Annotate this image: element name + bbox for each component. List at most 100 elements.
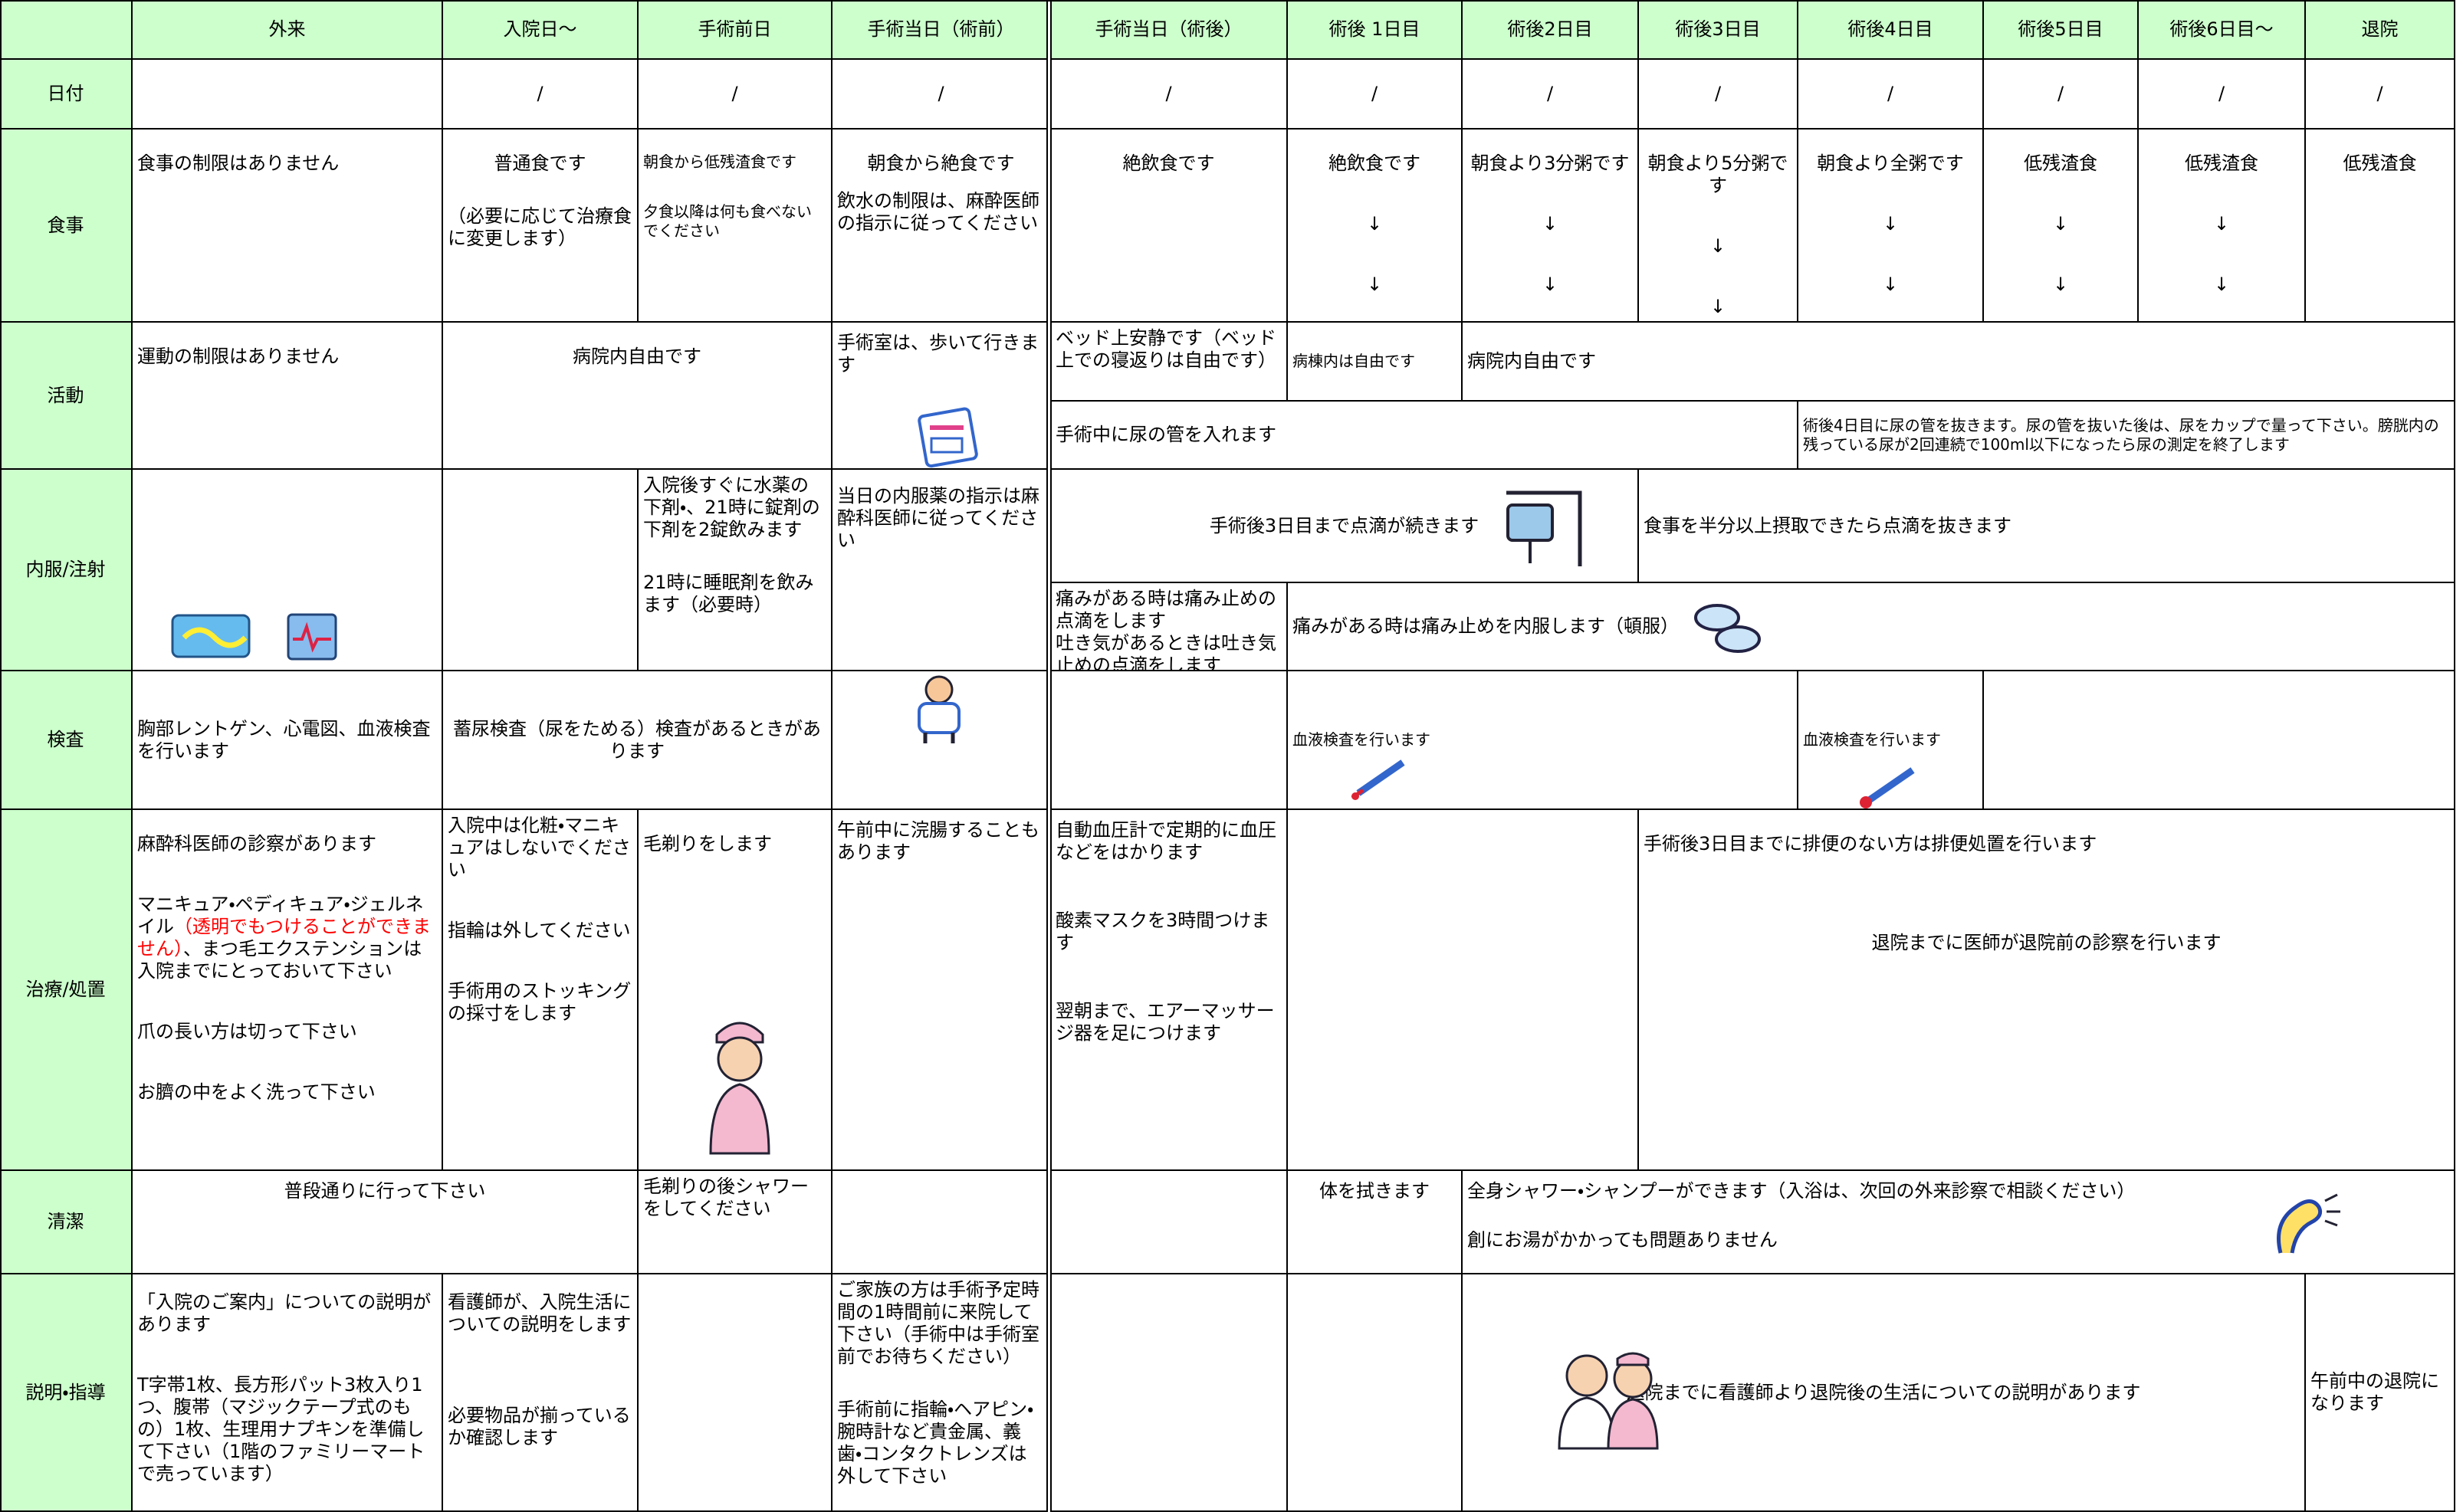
schedule-cell: / bbox=[1288, 60, 1463, 130]
schedule-cell: 手術後3日目までに排便のない方は排便処置を行います退院までに医師が退院前の診察を… bbox=[1639, 810, 2455, 1171]
paragraph: 夕食以降は何も食べないでください bbox=[643, 202, 812, 240]
paragraph: 朝食から低残渣食です bbox=[643, 153, 796, 171]
schedule-cell: / bbox=[1463, 60, 1639, 130]
schedule-cell: 看護師が、入院生活についての説明をします 必要物品が揃っているか確認します bbox=[443, 1274, 639, 1512]
schedule-cell: 自動血圧計で定期的に血圧などをはかります 酸素マスクを3時間つけます 翌朝まで、エア… bbox=[1051, 810, 1288, 1171]
empty-cell bbox=[832, 1171, 1051, 1274]
schedule-cell: / bbox=[2139, 60, 2306, 130]
paragraph: ↓ bbox=[2213, 213, 2230, 235]
pills-icon bbox=[1694, 604, 1761, 653]
schedule-cell: 普通食です （必要に応じて治療食に変更します） bbox=[443, 130, 639, 323]
paragraph: ↓ bbox=[1366, 274, 1383, 295]
schedule-cell: 朝食より5分粥です ↓ ↓ bbox=[1639, 130, 1798, 323]
paragraph: 麻酔科医師の診察があります bbox=[137, 833, 376, 854]
paragraph: ↓ bbox=[2213, 274, 2230, 295]
paragraph: 手術前に指輪・ヘアピン・腕時計など貴金属、義歯・コンタクトレンズは外して下さい bbox=[837, 1399, 1034, 1487]
paragraph: T字帯1枚、長方形パット3枚入り1つ、腹帯（マジックテープ式のもの）1枚、生理用… bbox=[137, 1374, 425, 1484]
schedule-cell: 絶飲食です ↓ ↓ bbox=[1288, 130, 1463, 323]
schedule-cell: 朝食から低残渣食です夕食以降は何も食べないでください bbox=[639, 130, 832, 323]
schedule-cell: 術後4日目に尿の管を抜きます。尿の管を抜いた後は、尿をカップで量って下さい。膀胱… bbox=[1798, 402, 2455, 470]
drip-icon bbox=[1506, 490, 1582, 566]
paragraph: 酸素マスクを3時間つけます bbox=[1056, 910, 1270, 953]
medicine-icon bbox=[918, 407, 978, 468]
empty-cell bbox=[1051, 1274, 1288, 1512]
paragraph: （必要に応じて治療食に変更します） bbox=[448, 205, 632, 249]
paragraph: 自動血圧計で定期的に血圧などをはかります bbox=[1056, 819, 1276, 863]
paragraph: 朝食より全粥です bbox=[1817, 153, 1964, 174]
paragraph: ↓ bbox=[2052, 213, 2069, 235]
double-rule bbox=[1046, 0, 1052, 1512]
paragraph: 吐き気があるときは吐き気止めの点滴をします bbox=[1056, 632, 1276, 671]
empty-cell bbox=[133, 60, 443, 130]
paragraph: 低残渣食 bbox=[2024, 153, 2097, 174]
row-label: 説明・指導 bbox=[0, 1274, 133, 1512]
paragraph: 指輪は外してください bbox=[448, 920, 631, 941]
empty-cell bbox=[133, 470, 443, 671]
paragraph: 退院までに医師が退院前の診察を行います bbox=[1871, 932, 2222, 953]
schedule-cell: 病棟内は自由です bbox=[1288, 323, 1463, 402]
paragraph: 爪の長い方は切って下さい bbox=[137, 1021, 357, 1042]
schedule-cell: 低残渣食 ↓ ↓ bbox=[2139, 130, 2306, 323]
schedule-cell: 体を拭きます bbox=[1288, 1171, 1463, 1274]
schedule-cell: 血液検査を行います bbox=[1798, 671, 1984, 810]
paragraph: ↓ bbox=[1882, 213, 1899, 235]
schedule-cell: 痛みがある時は痛み止めを内服します（頓服） bbox=[1288, 583, 2455, 671]
column-header: 手術前日 bbox=[639, 0, 832, 60]
paragraph: 21時に睡眠剤を飲みます（必要時） bbox=[643, 572, 814, 615]
schedule-cell: ベッド上安静です（ベッド上での寝返りは自由です） bbox=[1051, 323, 1288, 402]
schedule-cell: 血液検査を行います bbox=[1288, 671, 1798, 810]
text-run: マニキュア・ペディキュア・ジェルネイル bbox=[137, 894, 424, 937]
paragraph: 入院中は化粧・マニキュアはしないでください bbox=[448, 815, 631, 881]
schedule-cell: 朝食より3分粥です ↓ ↓ bbox=[1463, 130, 1639, 323]
paragraph: 低残渣食 bbox=[2185, 153, 2258, 174]
row-label: 活動 bbox=[0, 323, 133, 470]
paragraph: お臍の中をよく洗って下さい bbox=[137, 1081, 376, 1103]
column-header: 外来 bbox=[133, 0, 443, 60]
schedule-cell: 毛剃りをします bbox=[639, 810, 832, 1171]
paragraph: 痛みがある時は痛み止めの点滴をします bbox=[1056, 588, 1276, 631]
schedule-cell: 食事を半分以上摂取できたら点滴を抜きます bbox=[1639, 470, 2455, 583]
paragraph: ↓ bbox=[2052, 274, 2069, 295]
text-run: （透明でもつけることができません） bbox=[137, 916, 432, 959]
schedule-cell: / bbox=[1639, 60, 1798, 130]
patient-icon bbox=[918, 675, 961, 743]
syringe-icon bbox=[1351, 759, 1405, 800]
doctors-illustration bbox=[1558, 1352, 1659, 1450]
ecg-icon bbox=[287, 613, 337, 661]
schedule-cell: / bbox=[1051, 60, 1288, 130]
paragraph: 翌朝まで、エアーマッサージ器を足につけます bbox=[1056, 1000, 1275, 1044]
empty-cell bbox=[443, 470, 639, 671]
row-label: 治療/処置 bbox=[0, 810, 133, 1171]
paragraph: ↓ bbox=[1709, 296, 1726, 317]
paragraph: 入院後すぐに水薬の下剤・、21時に錠剤の下剤を2錠飲みます bbox=[643, 474, 820, 540]
column-header: 術後5日目 bbox=[1984, 0, 2139, 60]
schedule-cell: / bbox=[1798, 60, 1984, 130]
text-run: 、まつ毛エクステンションは入院までにとっておいて下さい bbox=[137, 938, 422, 982]
empty-cell bbox=[1984, 671, 2455, 810]
empty-cell bbox=[1051, 671, 1288, 810]
schedule-cell: 病院内自由です bbox=[1463, 323, 2455, 402]
schedule-cell: 病院内自由です bbox=[443, 323, 832, 470]
schedule-cell: / bbox=[832, 60, 1051, 130]
schedule-cell: 手術後3日目まで点滴が続きます bbox=[1051, 470, 1639, 583]
paragraph: 絶飲食です bbox=[1328, 153, 1420, 174]
paragraph: マニキュア・ペディキュア・ジェルネイル（透明でもつけることができません）、まつ毛… bbox=[137, 894, 437, 982]
row-label: 内服/注射 bbox=[0, 470, 133, 671]
schedule-cell: 蓄尿検査（尿をためる）検査があるときがあります bbox=[443, 671, 832, 810]
schedule-cell: 午前中に浣腸することもあります bbox=[832, 810, 1051, 1171]
paragraph: 手術後3日目までに排便のない方は排便処置を行います bbox=[1644, 833, 2097, 854]
paragraph: 「入院のご案内」についての説明があります bbox=[137, 1291, 432, 1335]
empty-cell bbox=[1051, 1171, 1288, 1274]
schedule-cell: 全身シャワー・シャンプーができます（入浴は、次回の外来診察で相談ください） 創にお… bbox=[1463, 1171, 2455, 1274]
schedule-cell: 入院中は化粧・マニキュアはしないでください 指輪は外してください 手術用のストッキン… bbox=[443, 810, 639, 1171]
column-header: 術後3日目 bbox=[1639, 0, 1798, 60]
schedule-cell: ご家族の方は手術予定時間の1時間前に来院して下さい（手術中は手術室前でお待ちくだ… bbox=[832, 1274, 1051, 1512]
schedule-cell: 普段通りに行って下さい bbox=[133, 1171, 639, 1274]
paragraph: ↓ bbox=[1542, 213, 1558, 235]
paragraph: 飲水の制限は、麻酔医師の指示に従ってください bbox=[837, 190, 1039, 234]
schedule-cell: 朝食から絶食です 飲水の制限は、麻酔医師の指示に従ってください bbox=[832, 130, 1051, 323]
column-header: 手術当日（術前） bbox=[832, 0, 1051, 60]
shower-icon bbox=[2277, 1193, 2340, 1254]
schedule-cell: 当日の内服薬の指示は麻酔科医師に従ってください bbox=[832, 470, 1051, 671]
